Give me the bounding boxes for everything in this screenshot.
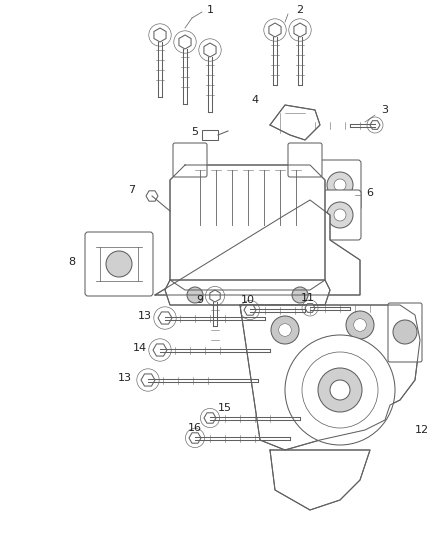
Circle shape (346, 311, 374, 339)
Polygon shape (370, 120, 380, 130)
Circle shape (292, 287, 308, 303)
Polygon shape (270, 105, 320, 140)
Circle shape (327, 172, 353, 198)
Text: 2: 2 (297, 5, 304, 15)
Bar (202, 130, 218, 140)
Circle shape (330, 380, 350, 400)
FancyBboxPatch shape (288, 143, 322, 177)
Text: 10: 10 (241, 295, 255, 305)
Circle shape (334, 179, 346, 191)
FancyBboxPatch shape (173, 143, 207, 177)
Circle shape (354, 319, 366, 332)
Polygon shape (165, 280, 330, 305)
Circle shape (187, 287, 203, 303)
Circle shape (279, 324, 291, 336)
Text: 4: 4 (251, 95, 258, 105)
Polygon shape (294, 23, 306, 37)
Polygon shape (204, 413, 216, 423)
Polygon shape (269, 23, 281, 37)
Polygon shape (210, 290, 220, 302)
Polygon shape (154, 28, 166, 42)
Polygon shape (244, 305, 256, 315)
FancyBboxPatch shape (85, 232, 153, 296)
Text: 5: 5 (191, 127, 198, 137)
Polygon shape (240, 305, 420, 450)
Text: 1: 1 (206, 5, 213, 15)
Text: 8: 8 (68, 257, 76, 267)
Polygon shape (153, 344, 167, 356)
FancyBboxPatch shape (319, 190, 361, 240)
Text: 16: 16 (188, 423, 202, 433)
Text: 13: 13 (138, 311, 152, 321)
Text: 7: 7 (128, 185, 136, 195)
Circle shape (334, 209, 346, 221)
Circle shape (393, 320, 417, 344)
Circle shape (327, 202, 353, 228)
Circle shape (285, 335, 395, 445)
FancyBboxPatch shape (388, 303, 422, 362)
Text: 9: 9 (196, 295, 204, 305)
Text: 15: 15 (218, 403, 232, 413)
Text: 14: 14 (133, 343, 147, 353)
Polygon shape (146, 191, 158, 201)
Text: 12: 12 (415, 425, 429, 435)
Polygon shape (158, 312, 172, 324)
Text: 13: 13 (118, 373, 132, 383)
Polygon shape (270, 450, 370, 510)
Polygon shape (189, 433, 201, 443)
FancyBboxPatch shape (319, 160, 361, 210)
Polygon shape (155, 200, 360, 295)
Text: 6: 6 (367, 188, 374, 198)
Polygon shape (141, 374, 155, 386)
Polygon shape (179, 35, 191, 49)
Circle shape (318, 368, 362, 412)
Circle shape (271, 316, 299, 344)
Polygon shape (170, 165, 325, 290)
Text: 11: 11 (301, 293, 315, 303)
Polygon shape (204, 43, 216, 57)
Polygon shape (305, 304, 315, 312)
Text: 3: 3 (381, 105, 389, 115)
Circle shape (106, 251, 132, 277)
